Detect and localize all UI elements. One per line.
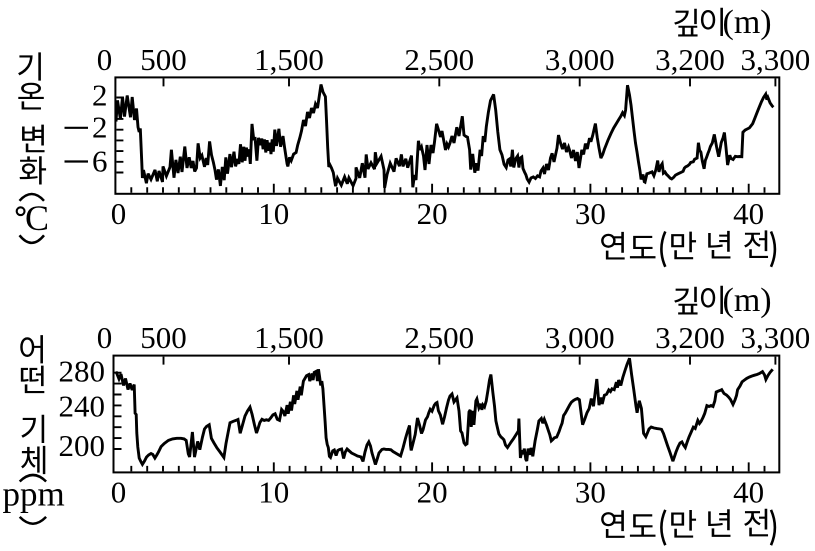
svg-text:2,500: 2,500 — [404, 320, 474, 355]
svg-text:20: 20 — [417, 474, 448, 509]
svg-text:40: 40 — [733, 196, 764, 231]
svg-text:(m): (m) — [723, 282, 772, 319]
svg-text:0: 0 — [111, 474, 127, 509]
svg-text:20: 20 — [417, 196, 448, 231]
svg-text:(m): (m) — [723, 4, 772, 41]
svg-text:3,200: 3,200 — [655, 320, 725, 355]
svg-text:3,000: 3,000 — [545, 320, 615, 355]
svg-text:1,500: 1,500 — [254, 42, 324, 77]
svg-text:40: 40 — [733, 474, 764, 509]
svg-text:1,500: 1,500 — [254, 320, 324, 355]
svg-text:0: 0 — [111, 196, 127, 231]
svg-text:30: 30 — [575, 196, 606, 231]
svg-text:3,200: 3,200 — [655, 42, 725, 77]
svg-text:6: 6 — [92, 144, 108, 179]
svg-text:ppm: ppm — [3, 475, 65, 514]
svg-text:3,300: 3,300 — [741, 320, 811, 355]
svg-text:0: 0 — [97, 42, 113, 77]
svg-text:280: 280 — [59, 353, 106, 388]
svg-text:500: 500 — [140, 320, 187, 355]
svg-text:200: 200 — [59, 428, 106, 463]
svg-text:500: 500 — [140, 42, 187, 77]
svg-text:0: 0 — [97, 320, 113, 355]
svg-text:2,500: 2,500 — [404, 42, 474, 77]
svg-text:10: 10 — [258, 196, 289, 231]
svg-text:10: 10 — [258, 474, 289, 509]
svg-text:2: 2 — [92, 110, 108, 145]
svg-text:30: 30 — [575, 474, 606, 509]
svg-text:2: 2 — [92, 78, 108, 113]
svg-text:C: C — [25, 198, 49, 238]
svg-text:240: 240 — [59, 389, 106, 424]
svg-text:3,300: 3,300 — [741, 42, 811, 77]
svg-text:3,000: 3,000 — [545, 42, 615, 77]
